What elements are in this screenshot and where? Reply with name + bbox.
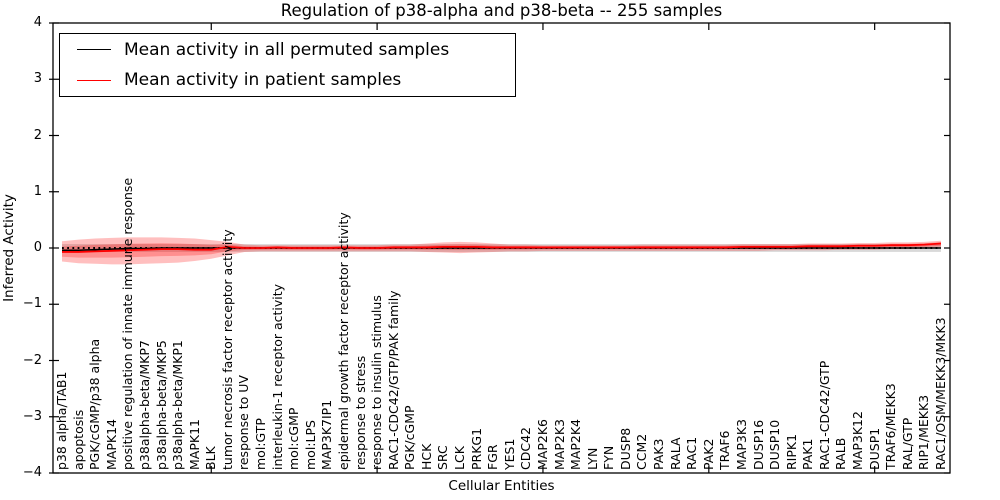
y-axis-label: Inferred Activity <box>1 194 17 302</box>
legend-label: Mean activity in all permuted samples <box>124 39 450 60</box>
chart-title: Regulation of p38-alpha and p38-beta -- … <box>280 1 723 20</box>
legend-entry-permuted: Mean activity in all permuted samples <box>60 35 515 65</box>
patient-std-band-inner <box>62 242 941 258</box>
legend-black-line-icon <box>77 49 111 51</box>
legend-entry-patient: Mean activity in patient samples <box>60 65 515 95</box>
legend-label: Mean activity in patient samples <box>124 70 402 91</box>
patient-std-band-outer <box>62 237 941 265</box>
legend: Mean activity in all permuted samples Me… <box>59 33 516 97</box>
x-axis-label: Cellular Entities <box>448 478 555 494</box>
legend-red-line-icon <box>77 79 111 81</box>
patient-mean-line <box>62 242 942 253</box>
